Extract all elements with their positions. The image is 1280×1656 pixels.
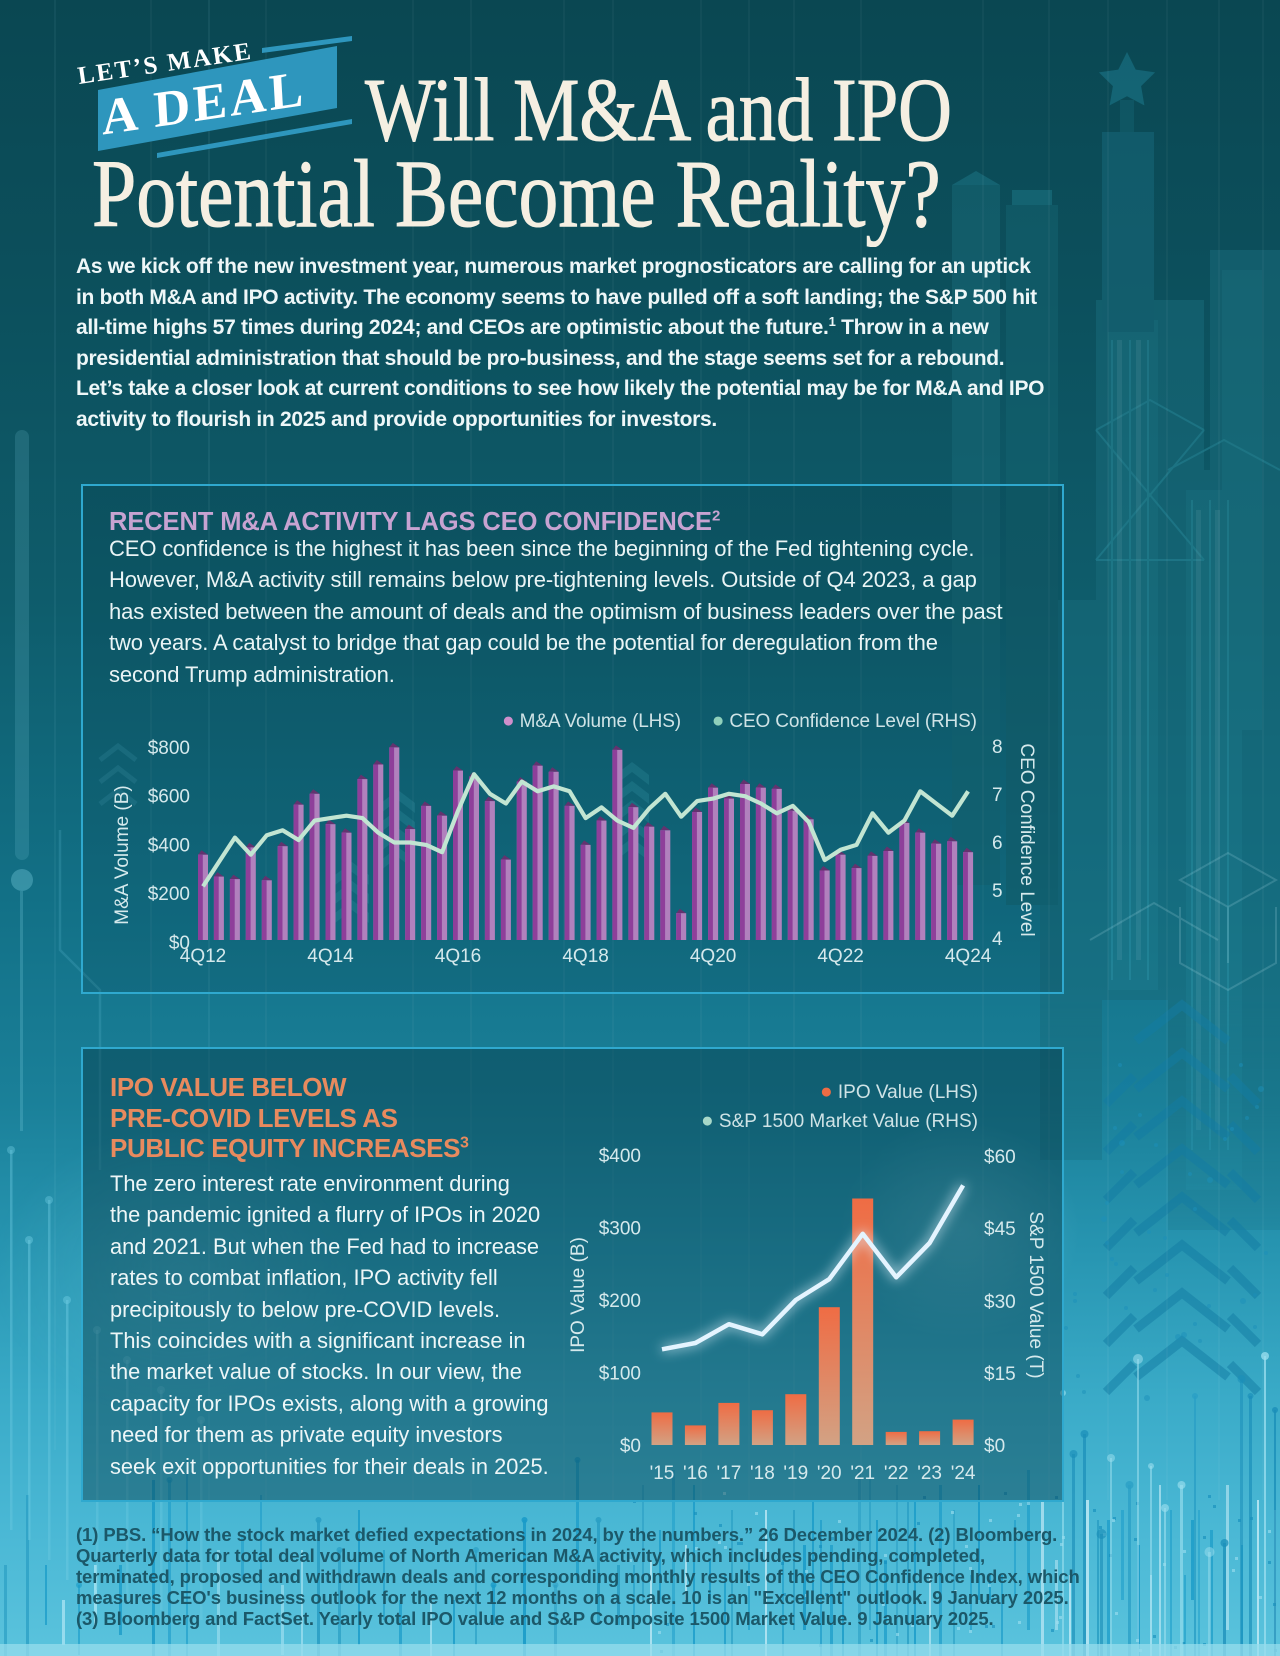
svg-text:$0: $0 — [169, 933, 190, 954]
svg-text:CEO Confidence Level: CEO Confidence Level — [1016, 743, 1037, 936]
svg-text:'17: '17 — [717, 1463, 742, 1484]
svg-text:S&P 1500 Value (T): S&P 1500 Value (T) — [1025, 1211, 1046, 1378]
svg-text:'18: '18 — [750, 1463, 775, 1484]
svg-text:$200: $200 — [599, 1291, 641, 1312]
svg-text:4Q22: 4Q22 — [817, 946, 863, 967]
svg-text:4Q24: 4Q24 — [945, 946, 992, 967]
svg-text:$800: $800 — [148, 738, 190, 759]
svg-text:$30: $30 — [984, 1292, 1016, 1313]
svg-text:6: 6 — [992, 833, 1003, 854]
svg-text:4Q12: 4Q12 — [180, 946, 226, 967]
svg-text:8: 8 — [992, 737, 1003, 758]
svg-text:'20: '20 — [817, 1463, 842, 1484]
svg-text:'24: '24 — [951, 1463, 976, 1484]
svg-text:M&A Volume (B): M&A Volume (B) — [112, 785, 133, 924]
svg-text:$400: $400 — [148, 836, 190, 857]
svg-text:$45: $45 — [984, 1219, 1016, 1240]
svg-text:'22: '22 — [884, 1463, 909, 1484]
svg-text:7: 7 — [992, 785, 1003, 806]
svg-text:$100: $100 — [599, 1364, 641, 1385]
svg-text:4Q18: 4Q18 — [562, 946, 608, 967]
svg-text:$60: $60 — [984, 1147, 1016, 1168]
svg-text:'19: '19 — [783, 1463, 808, 1484]
svg-text:'23: '23 — [917, 1463, 942, 1484]
svg-text:$300: $300 — [599, 1219, 641, 1240]
svg-text:'15: '15 — [650, 1463, 675, 1484]
svg-text:'21: '21 — [850, 1463, 875, 1484]
svg-text:'16: '16 — [683, 1463, 708, 1484]
svg-text:4Q20: 4Q20 — [690, 946, 736, 967]
svg-text:$15: $15 — [984, 1364, 1016, 1385]
svg-text:4Q16: 4Q16 — [435, 946, 481, 967]
svg-text:5: 5 — [992, 881, 1003, 902]
svg-text:4Q14: 4Q14 — [307, 946, 354, 967]
svg-text:$0: $0 — [620, 1436, 641, 1457]
svg-text:4: 4 — [992, 929, 1003, 950]
svg-text:$600: $600 — [148, 787, 190, 808]
svg-text:$200: $200 — [148, 884, 190, 905]
svg-text:$0: $0 — [984, 1436, 1005, 1457]
svg-text:IPO Value (B): IPO Value (B) — [568, 1237, 589, 1353]
svg-text:$400: $400 — [599, 1146, 641, 1167]
